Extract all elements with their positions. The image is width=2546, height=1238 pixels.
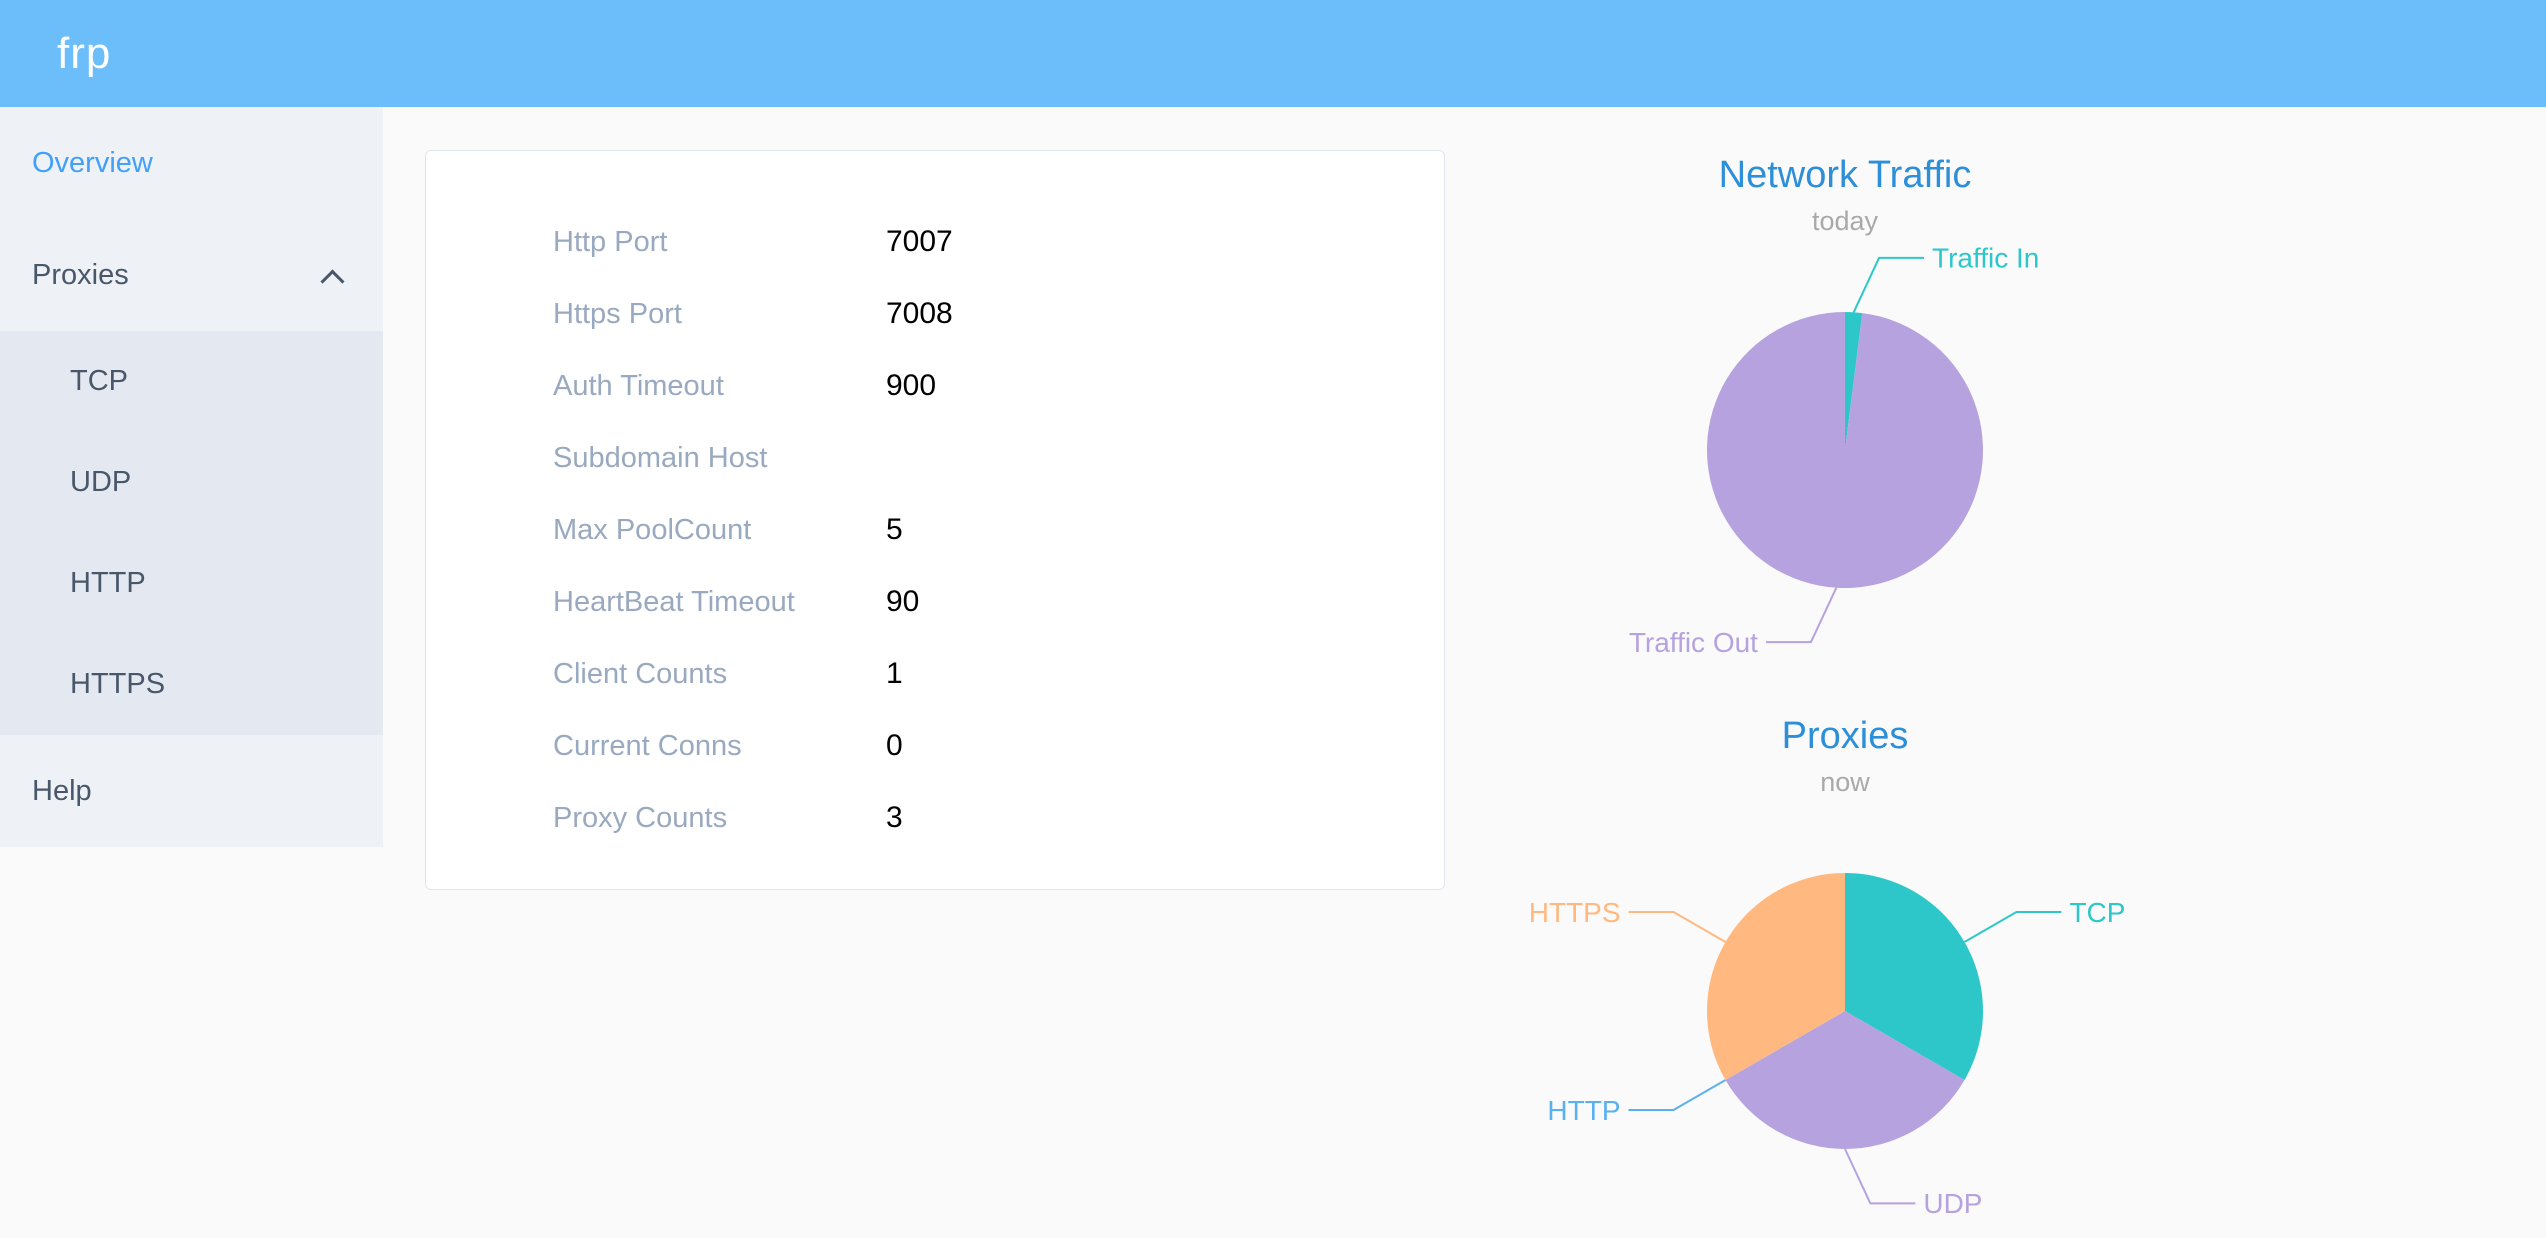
config-label: Http Port [553,225,668,258]
server-config-card: Http Port 7007 Https Port 7008 Auth Timeout 9… [425,150,1445,890]
config-value: 0 [886,729,903,762]
config-row-subdomain-host: Subdomain Host [426,422,1444,494]
pie-labelline-http [1628,1079,1726,1111]
config-value: 5 [886,513,903,546]
config-label: Max PoolCount [553,513,752,546]
config-value: 900 [886,369,937,402]
chart-subtitle: now [1820,767,1870,797]
config-label: Https Port [553,297,682,330]
pie-label-traffic-in: Traffic In [1932,243,2039,274]
config-row-https-port: Https Port 7008 [426,278,1444,350]
config-value: 90 [886,585,920,618]
sidebar-item-overview[interactable]: Overview [0,107,383,219]
sidebar-menu: Overview Proxies TCP UDP HTTP HTTPS Help [0,107,383,847]
pie-label-http: HTTP [1547,1095,1620,1126]
app-header: frp [0,0,2546,107]
config-label: HeartBeat Timeout [553,585,795,618]
main-content: Http Port 7007 Https Port 7008 Auth Timeout 9… [383,107,2546,1234]
app-logo: frp [57,28,112,78]
pie-slice-traffic-in[interactable] [1845,312,1863,450]
config-label: Client Counts [553,657,728,690]
config-row-client-counts: Client Counts 1 [426,638,1444,710]
pie-labelline-traffic-in [1852,256,1925,313]
sidebar-item-help[interactable]: Help [0,735,383,847]
pie-labelline-traffic-out [1765,587,1838,644]
chart-title: Proxies [1781,715,1909,757]
config-value: 3 [886,801,903,834]
config-label: Proxy Counts [553,801,728,834]
sidebar-item-label: Overview [32,146,153,179]
sidebar-item-http[interactable]: HTTP [70,567,146,599]
pie-slice-traffic-out[interactable] [1706,312,1983,588]
config-value: 1 [886,657,903,690]
config-row-heartbeat-timeout: HeartBeat Timeout 90 [426,566,1444,638]
config-row-http-port: Http Port 7007 [426,206,1444,278]
config-label: Current Conns [553,729,742,762]
chart-proxies: Proxies now TCP UDP HTTP HTTPS [1495,714,2195,1238]
pie-slice-tcp[interactable] [1845,873,1984,1080]
sidebar: Overview Proxies TCP UDP HTTP HTTPS Help [0,107,383,1234]
pie-network-traffic: Traffic In Traffic Out [1629,243,2040,658]
pie-label-traffic-out: Traffic Out [1629,627,1758,658]
config-value: 7008 [886,297,953,330]
chevron-up-icon [320,268,345,294]
page-layout: Overview Proxies TCP UDP HTTP HTTPS Help Ht… [0,107,2546,1234]
pie-label-https: HTTPS [1529,897,1621,928]
chart-network-traffic: Network Traffic today Traffic In Traffic Ou… [1495,153,2195,677]
pie-labelline-tcp [1963,910,2062,943]
config-row-max-poolcount: Max PoolCount 5 [426,494,1444,566]
pie-slice-udp[interactable] [1725,1011,1965,1150]
pie-proxies: TCP UDP HTTP HTTPS [1529,873,2125,1219]
sidebar-item-label: Proxies [32,258,129,291]
chart-title: Network Traffic [1718,154,1972,196]
config-value: 7007 [886,225,953,258]
sidebar-item-https[interactable]: HTTPS [70,668,166,700]
config-row-proxy-counts: Proxy Counts 3 [426,782,1444,854]
config-row-current-conns: Current Conns 0 [426,710,1444,782]
pie-slice-https[interactable] [1706,873,1845,1080]
sidebar-submenu: TCP UDP HTTP HTTPS [0,331,383,735]
sidebar-item-label: Help [32,774,92,807]
sidebar-item-proxies[interactable]: Proxies [0,219,383,331]
chart-subtitle: today [1811,206,1879,236]
sidebar-item-tcp[interactable]: TCP [70,365,128,397]
server-config-list: Http Port 7007 Https Port 7008 Auth Timeout 9… [426,206,1444,854]
config-row-auth-timeout: Auth Timeout 900 [426,350,1444,422]
sidebar-item-udp[interactable]: UDP [70,466,132,498]
pie-label-tcp: TCP [2069,897,2125,928]
pie-label-udp: UDP [1923,1188,1982,1219]
config-label: Auth Timeout [553,369,724,402]
charts-column: Network Traffic today Traffic In Traffic Ou… [1495,107,2195,1234]
pie-labelline-udp [1844,1148,1916,1205]
pie-labelline-https [1628,910,1727,943]
config-label: Subdomain Host [553,441,768,474]
